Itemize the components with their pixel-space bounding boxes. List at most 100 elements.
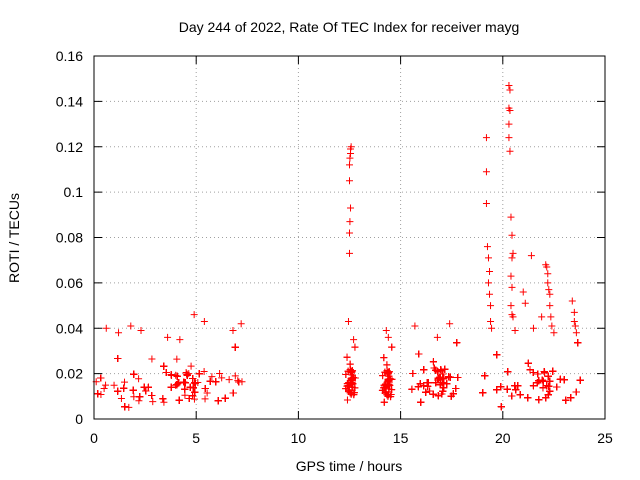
data-point <box>344 317 352 325</box>
data-point <box>208 373 216 381</box>
data-point <box>409 369 417 377</box>
y-tick-label: 0.08 <box>56 230 83 246</box>
data-point <box>343 353 351 361</box>
data-point <box>426 387 434 395</box>
data-point <box>174 380 182 388</box>
data-point <box>121 378 129 386</box>
data-point <box>545 286 553 294</box>
data-point <box>484 254 492 262</box>
data-point <box>164 333 172 341</box>
data-point <box>486 290 494 298</box>
data-point <box>503 385 511 393</box>
data-point <box>229 389 237 397</box>
data-point <box>117 395 125 403</box>
data-point <box>234 377 242 385</box>
data-point <box>422 388 430 396</box>
data-point <box>479 389 487 397</box>
data-point <box>121 403 129 411</box>
data-point <box>535 396 543 404</box>
data-point <box>508 254 516 262</box>
grid-lines <box>94 56 605 419</box>
data-point <box>180 378 188 386</box>
data-point <box>218 374 226 382</box>
data-point <box>550 329 558 337</box>
data-point <box>493 351 501 359</box>
data-point <box>114 355 122 363</box>
y-axis-label: ROTI / TECUs <box>6 193 22 283</box>
data-point <box>443 380 451 388</box>
data-point <box>94 390 102 398</box>
x-tick-label: 10 <box>291 430 307 446</box>
data-point <box>110 381 118 389</box>
data-point <box>507 213 515 221</box>
data-point <box>175 396 183 404</box>
data-point <box>231 343 239 351</box>
data-point <box>135 397 143 405</box>
y-tick-label: 0.14 <box>56 93 83 109</box>
data-point <box>212 378 220 386</box>
data-point <box>482 199 490 207</box>
data-point <box>508 283 516 291</box>
data-point <box>534 370 542 378</box>
data-point <box>544 270 552 278</box>
data-point <box>572 329 580 337</box>
data-point <box>568 297 576 305</box>
x-tick-label: 20 <box>495 430 511 446</box>
data-point <box>231 372 239 380</box>
data-point <box>200 367 208 375</box>
data-point <box>160 398 168 406</box>
data-point <box>181 379 189 387</box>
data-point <box>546 302 554 310</box>
y-tick-label: 0.06 <box>56 275 83 291</box>
data-point <box>408 385 416 393</box>
y-tick-label: 0.1 <box>64 184 84 200</box>
data-point <box>148 355 156 363</box>
data-point <box>544 279 552 287</box>
data-point <box>97 390 105 398</box>
data-point <box>420 366 428 374</box>
data-point <box>346 154 354 162</box>
data-point <box>136 393 144 401</box>
data-point <box>351 343 359 351</box>
data-point <box>343 396 351 404</box>
data-point <box>486 268 494 276</box>
data-point <box>417 398 425 406</box>
data-point <box>235 378 243 386</box>
data-point <box>571 322 579 330</box>
data-point <box>504 368 512 376</box>
data-point <box>380 354 388 362</box>
data-point <box>149 398 157 406</box>
data-point <box>453 339 461 347</box>
data-point <box>511 327 519 335</box>
chart-title: Day 244 of 2022, Rate Of TEC Index for r… <box>179 19 520 35</box>
data-markers <box>92 81 584 411</box>
data-point <box>100 385 108 393</box>
data-point <box>546 387 554 395</box>
data-point <box>384 333 392 341</box>
data-point <box>159 395 167 403</box>
data-point <box>225 376 233 384</box>
data-point <box>187 362 195 370</box>
data-point <box>346 218 354 226</box>
data-point <box>181 385 189 393</box>
data-point <box>200 317 208 325</box>
data-point <box>487 317 495 325</box>
data-point <box>454 373 462 381</box>
data-point <box>507 302 515 310</box>
data-point <box>411 322 419 330</box>
data-point <box>539 377 547 385</box>
data-point <box>129 386 137 394</box>
data-point <box>493 386 501 394</box>
data-point <box>346 161 353 169</box>
data-point <box>102 381 110 389</box>
data-point <box>446 320 454 328</box>
data-point <box>114 387 122 395</box>
data-point <box>538 313 546 321</box>
data-point <box>429 390 437 398</box>
data-point <box>203 389 211 397</box>
data-point <box>130 370 138 378</box>
data-point <box>383 361 391 369</box>
y-tick-label: 0.04 <box>56 320 83 336</box>
data-point <box>446 373 454 381</box>
